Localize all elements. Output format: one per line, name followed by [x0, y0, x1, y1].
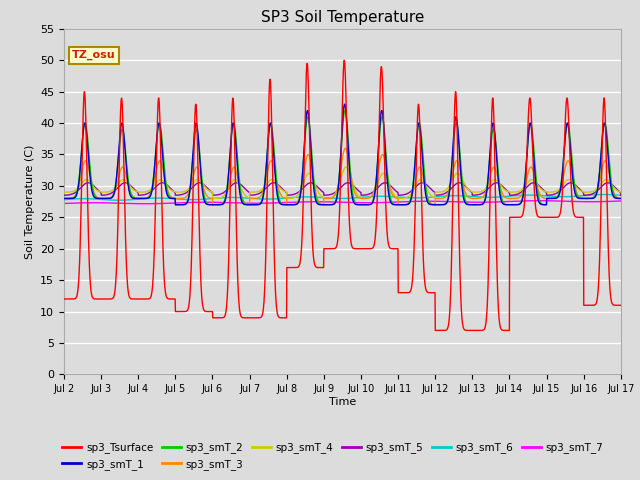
sp3_Tsurface: [316, 264, 324, 270]
sp3_smT_4: [88, 182, 96, 188]
sp3_smT_7: [331, 199, 339, 205]
sp3_Tsurface: [468, 327, 476, 333]
sp3_smT_6: [600, 192, 607, 197]
sp3_smT_2: [341, 108, 349, 113]
sp3_smT_2: [468, 202, 476, 208]
sp3_smT_3: [601, 158, 609, 164]
sp3_Tsurface: [331, 246, 339, 252]
sp3_smT_1: [331, 201, 339, 206]
sp3_smT_2: [601, 120, 609, 126]
sp3_smT_7: [617, 198, 625, 204]
sp3_smT_6: [331, 195, 339, 201]
sp3_smT_5: [601, 181, 609, 187]
Line: sp3_smT_4: sp3_smT_4: [64, 167, 621, 198]
sp3_smT_4: [602, 177, 609, 182]
sp3_smT_1: [499, 201, 507, 206]
sp3_smT_2: [60, 195, 68, 201]
sp3_smT_6: [115, 197, 122, 203]
sp3_smT_7: [536, 198, 543, 204]
sp3_smT_1: [340, 101, 348, 107]
sp3_smT_6: [602, 192, 609, 197]
sp3_smT_2: [88, 184, 96, 190]
Line: sp3_smT_5: sp3_smT_5: [64, 183, 621, 195]
sp3_smT_4: [601, 177, 609, 183]
sp3_smT_1: [617, 195, 625, 201]
sp3_smT_3: [60, 195, 68, 201]
sp3_smT_1: [88, 190, 96, 196]
Line: sp3_smT_7: sp3_smT_7: [64, 201, 621, 204]
sp3_smT_3: [316, 200, 324, 206]
sp3_Tsurface: [340, 58, 348, 63]
sp3_smT_6: [60, 197, 68, 203]
sp3_smT_6: [316, 194, 324, 200]
sp3_smT_3: [342, 145, 349, 151]
sp3_smT_4: [316, 192, 324, 198]
sp3_smT_3: [88, 184, 96, 190]
Line: sp3_smT_6: sp3_smT_6: [64, 194, 621, 200]
sp3_smT_4: [499, 185, 507, 191]
sp3_smT_7: [602, 199, 609, 204]
X-axis label: Time: Time: [329, 397, 356, 407]
sp3_smT_1: [601, 121, 609, 127]
sp3_smT_7: [499, 199, 506, 204]
sp3_smT_6: [499, 194, 506, 200]
sp3_smT_2: [331, 200, 339, 205]
sp3_smT_4: [617, 189, 625, 195]
sp3_Tsurface: [601, 105, 609, 111]
Y-axis label: Soil Temperature (C): Soil Temperature (C): [24, 144, 35, 259]
sp3_smT_7: [88, 200, 96, 205]
Legend: sp3_Tsurface, sp3_smT_1, sp3_smT_2, sp3_smT_3, sp3_smT_4, sp3_smT_5, sp3_smT_6, : sp3_Tsurface, sp3_smT_1, sp3_smT_2, sp3_…: [58, 438, 608, 474]
sp3_smT_7: [601, 199, 609, 204]
sp3_smT_2: [602, 120, 609, 126]
sp3_Tsurface: [499, 327, 507, 333]
sp3_smT_4: [394, 195, 402, 201]
sp3_smT_1: [316, 202, 324, 207]
sp3_smT_5: [88, 182, 96, 188]
sp3_smT_5: [60, 192, 68, 198]
sp3_smT_7: [316, 199, 324, 204]
sp3_smT_5: [419, 180, 426, 186]
Text: TZ_osu: TZ_osu: [72, 50, 116, 60]
sp3_smT_5: [331, 190, 339, 196]
sp3_smT_1: [60, 195, 68, 201]
sp3_smT_5: [617, 192, 625, 198]
sp3_smT_7: [60, 201, 68, 206]
sp3_Tsurface: [617, 302, 625, 308]
sp3_smT_3: [602, 158, 609, 164]
sp3_smT_2: [499, 199, 507, 205]
Line: sp3_smT_1: sp3_smT_1: [64, 104, 621, 205]
sp3_smT_1: [468, 202, 476, 208]
sp3_smT_3: [617, 195, 625, 201]
sp3_smT_5: [601, 181, 609, 187]
sp3_smT_3: [499, 192, 507, 197]
Title: SP3 Soil Temperature: SP3 Soil Temperature: [260, 10, 424, 25]
Line: sp3_Tsurface: sp3_Tsurface: [64, 60, 621, 330]
sp3_smT_2: [316, 202, 324, 207]
sp3_smT_6: [601, 192, 609, 197]
Line: sp3_smT_2: sp3_smT_2: [64, 110, 621, 205]
sp3_Tsurface: [88, 294, 96, 300]
sp3_smT_5: [499, 184, 506, 190]
sp3_smT_6: [88, 196, 96, 202]
sp3_smT_3: [331, 192, 339, 198]
sp3_smT_3: [394, 202, 402, 208]
sp3_smT_2: [617, 195, 625, 201]
sp3_smT_5: [316, 187, 324, 192]
sp3_smT_4: [60, 189, 68, 195]
sp3_smT_1: [602, 122, 609, 128]
sp3_smT_4: [331, 192, 339, 197]
sp3_smT_6: [617, 192, 625, 198]
sp3_smT_4: [342, 164, 350, 170]
sp3_smT_7: [141, 201, 149, 206]
sp3_Tsurface: [602, 113, 609, 119]
Line: sp3_smT_3: sp3_smT_3: [64, 148, 621, 205]
sp3_Tsurface: [60, 296, 68, 302]
